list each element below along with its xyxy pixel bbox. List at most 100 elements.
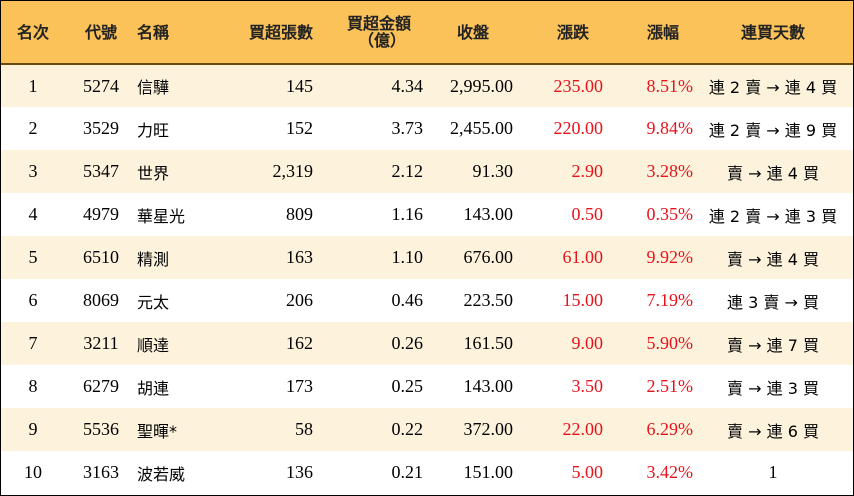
table-row: 9 5536 聖暉* 58 0.22 372.00 22.00 6.29% 賣 … <box>1 408 853 451</box>
cell-close: 143.00 <box>463 204 514 224</box>
cell-rank: 1 <box>28 75 38 96</box>
table-row: 10 3163 波若威 136 0.21 151.00 5.00 3.42% 1 <box>1 451 853 494</box>
cell-consecutive: 賣 → 連 4 買 <box>727 163 819 183</box>
cell-code: 5347 <box>83 161 119 181</box>
cell-code: 8069 <box>83 290 119 310</box>
cell-name: 順達 <box>137 335 170 355</box>
table-row: 3 5347 世界 2,319 2.12 91.30 2.90 3.28% 賣 … <box>1 150 853 193</box>
cell-amount: 1.10 <box>391 247 424 267</box>
table-row: 1 5274 信驊 145 4.34 2,995.00 235.00 8.51%… <box>1 64 853 107</box>
cell-lots: 162 <box>286 333 313 353</box>
cell-name: 信驊 <box>137 78 170 97</box>
cell-amount: 2.12 <box>391 161 424 181</box>
cell-change-pct: 9.92% <box>646 247 694 267</box>
cell-consecutive: 1 <box>768 462 778 482</box>
cell-lots: 206 <box>286 290 313 310</box>
cell-change: 235.00 <box>553 75 604 96</box>
cell-name: 波若威 <box>137 464 186 484</box>
table-row: 4 4979 華星光 809 1.16 143.00 0.50 0.35% 連 … <box>1 193 853 236</box>
cell-consecutive: 連 3 賣 → 買 <box>727 292 819 312</box>
cell-consecutive: 連 2 賣 → 連 3 買 <box>708 206 838 226</box>
header-change-pct: 漲幅 <box>603 1 693 65</box>
header-net-buy-amount-label: 買超金額 <box>346 14 411 33</box>
cell-close: 2,455.00 <box>450 118 513 138</box>
cell-change: 0.50 <box>571 204 604 224</box>
cell-close: 161.50 <box>463 333 514 353</box>
cell-change: 22.00 <box>562 419 604 439</box>
cell-name: 華星光 <box>137 206 186 226</box>
table-header: 名次 代號 名稱 買超張數 買超金額 （億） 收盤 漲跌 漲幅 連買天數 <box>1 1 853 65</box>
cell-change: 220.00 <box>553 118 604 138</box>
table-row: 6 8069 元太 206 0.46 223.50 15.00 7.19% 連 … <box>1 279 853 322</box>
cell-name: 聖暉* <box>137 421 178 441</box>
cell-rank: 4 <box>28 204 38 224</box>
cell-close: 2,995.00 <box>450 75 513 96</box>
cell-change-pct: 7.19% <box>646 290 694 310</box>
cell-close: 676.00 <box>463 247 514 267</box>
cell-rank: 3 <box>28 161 38 181</box>
table-row: 5 6510 精測 163 1.10 676.00 61.00 9.92% 賣 … <box>1 236 853 279</box>
cell-code: 5536 <box>83 419 119 439</box>
cell-close: 143.00 <box>463 376 514 396</box>
cell-close: 372.00 <box>463 419 514 439</box>
header-consecutive-days: 連買天數 <box>693 1 853 65</box>
cell-amount: 1.16 <box>391 204 424 224</box>
header-net-buy-amount-unit: （億） <box>357 31 406 50</box>
header-net-buy-amount: 買超金額 （億） <box>313 1 423 65</box>
cell-name: 精測 <box>137 249 170 269</box>
cell-amount: 4.34 <box>391 75 424 96</box>
cell-change: 15.00 <box>562 290 604 310</box>
cell-amount: 0.25 <box>391 376 424 396</box>
cell-lots: 145 <box>286 75 313 96</box>
table-body: 1 5274 信驊 145 4.34 2,995.00 235.00 8.51%… <box>1 64 853 494</box>
cell-rank: 6 <box>28 290 38 310</box>
cell-change: 61.00 <box>562 247 604 267</box>
table-row: 8 6279 胡連 173 0.25 143.00 3.50 2.51% 賣 →… <box>1 365 853 408</box>
cell-lots: 58 <box>295 419 313 439</box>
cell-consecutive: 賣 → 連 3 買 <box>727 378 819 398</box>
cell-code: 3163 <box>83 462 119 482</box>
cell-consecutive: 賣 → 連 7 買 <box>727 335 819 355</box>
cell-code: 6279 <box>83 376 119 396</box>
cell-change-pct: 5.90% <box>646 333 694 353</box>
cell-lots: 152 <box>286 118 313 138</box>
cell-code: 3211 <box>83 333 119 353</box>
header-rank: 名次 <box>1 1 65 65</box>
cell-lots: 173 <box>286 376 313 396</box>
header-name: 名稱 <box>137 1 225 65</box>
header-change: 漲跌 <box>513 1 603 65</box>
cell-close: 151.00 <box>463 462 514 482</box>
header-net-buy-lots: 買超張數 <box>225 1 313 65</box>
cell-amount: 0.26 <box>391 333 424 353</box>
cell-change-pct: 6.29% <box>646 419 694 439</box>
cell-amount: 0.22 <box>391 419 424 439</box>
cell-name: 元太 <box>137 292 170 312</box>
cell-close: 223.50 <box>463 290 514 310</box>
cell-rank: 9 <box>28 419 38 439</box>
cell-lots: 136 <box>286 462 313 482</box>
cell-consecutive: 連 2 賣 → 連 9 買 <box>708 120 838 140</box>
cell-close: 91.30 <box>472 161 514 181</box>
cell-consecutive: 賣 → 連 4 買 <box>727 249 819 269</box>
cell-rank: 8 <box>28 376 38 396</box>
cell-rank: 7 <box>28 333 38 353</box>
cell-change: 2.90 <box>571 161 604 181</box>
cell-lots: 809 <box>286 204 313 224</box>
cell-change-pct: 0.35% <box>646 204 694 224</box>
cell-change-pct: 8.51% <box>646 75 694 96</box>
cell-change: 3.50 <box>571 376 604 396</box>
cell-amount: 0.21 <box>391 462 424 482</box>
cell-name: 胡連 <box>137 378 170 398</box>
cell-change: 5.00 <box>571 462 604 482</box>
cell-rank: 10 <box>24 462 42 482</box>
cell-name: 力旺 <box>137 120 170 140</box>
cell-rank: 2 <box>28 118 38 138</box>
cell-amount: 0.46 <box>391 290 424 310</box>
cell-rank: 5 <box>28 247 38 267</box>
cell-lots: 2,319 <box>272 161 314 181</box>
cell-code: 5274 <box>83 75 119 96</box>
cell-consecutive: 連 2 賣 → 連 4 買 <box>708 78 838 97</box>
header-code: 代號 <box>65 1 137 65</box>
cell-lots: 163 <box>286 247 313 267</box>
